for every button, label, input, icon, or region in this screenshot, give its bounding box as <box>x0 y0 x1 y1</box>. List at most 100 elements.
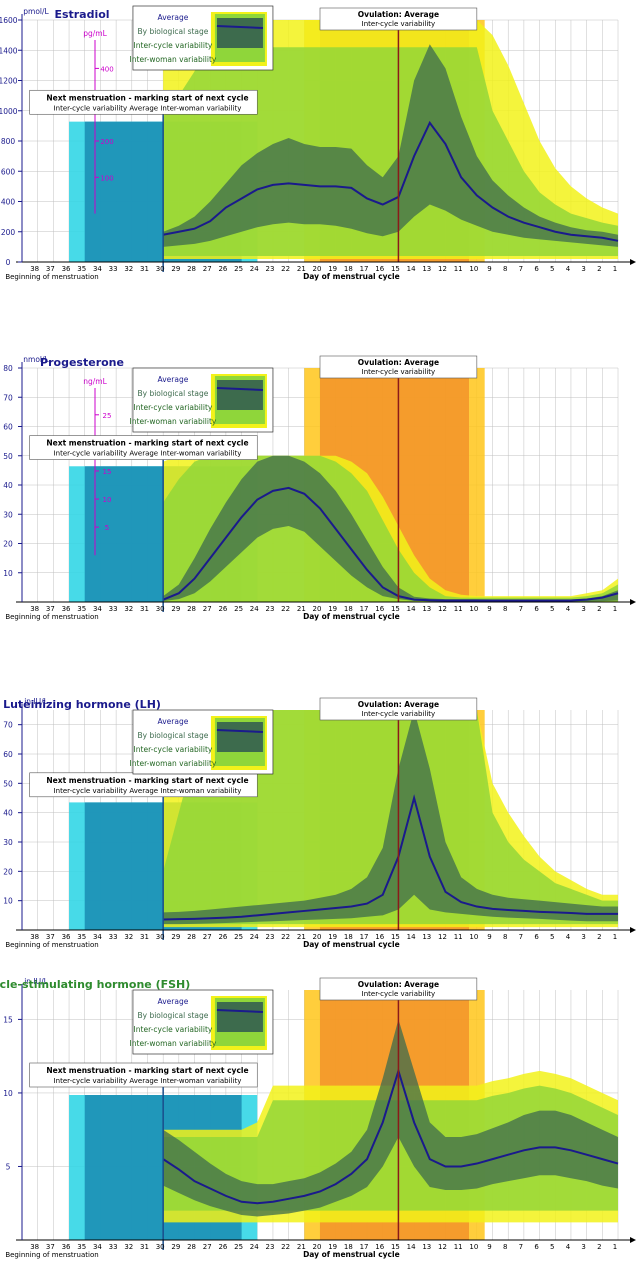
x-tick-label: 36 <box>62 265 71 273</box>
x-tick-label: 23 <box>265 265 274 273</box>
chart-panel-3: 1234567891011121314151617181920212223242… <box>3 697 636 949</box>
y-tick-label: 60 <box>3 423 13 432</box>
beginning-label: Beginning of menstruation <box>5 613 98 621</box>
x-tick-label: 32 <box>124 605 133 613</box>
x-tick-label: 1 <box>613 265 617 273</box>
x-tick-label: 18 <box>344 605 353 613</box>
x-tick-label: 37 <box>46 265 55 273</box>
ovulation-label-box <box>319 697 478 721</box>
x-tick-label: 35 <box>77 265 86 273</box>
x-tick-label: 12 <box>438 1243 447 1251</box>
x-tick-label: 27 <box>203 1243 212 1251</box>
x-tick-label: 9 <box>487 1243 491 1251</box>
legend-label: By biological stage <box>137 389 208 398</box>
x-tick-label: 6 <box>534 933 539 941</box>
x-tick-label: 10 <box>469 605 478 613</box>
x-tick-label: 34 <box>93 933 102 941</box>
x-tick-label: 18 <box>344 933 353 941</box>
ovulation-title: Ovulation: Average <box>358 10 439 19</box>
x-tick-label: 38 <box>30 265 39 273</box>
x-tick-label: 29 <box>171 605 180 613</box>
x-tick-label: 32 <box>124 1243 133 1251</box>
x-tick-label: 30 <box>156 933 165 941</box>
y-tick-label: 40 <box>3 809 13 818</box>
legend-label: Average <box>158 717 189 726</box>
x-tick-label: 30 <box>156 605 165 613</box>
x-tick-label: 17 <box>360 265 369 273</box>
x-tick-label: 21 <box>297 1243 306 1251</box>
x-tick-label: 1 <box>613 605 617 613</box>
x-tick-label: 5 <box>550 933 554 941</box>
ovulation-inter-cycle-label: Inter-cycle variability <box>362 20 436 28</box>
average-line <box>162 120 619 242</box>
x-tick-label: 5 <box>550 1243 554 1251</box>
x-tick-label: 30 <box>156 265 165 273</box>
y-tick-label: 20 <box>3 540 13 549</box>
secondary-tick-label: 15 <box>103 468 112 476</box>
y-tick-label: 70 <box>3 721 13 730</box>
average-line <box>162 1067 619 1205</box>
x-tick-label: 19 <box>328 933 337 941</box>
next-menstruation-title: Next menstruation - marking start of nex… <box>46 439 248 448</box>
x-tick-label: 24 <box>250 1243 259 1251</box>
x-tick-label: 31 <box>140 933 149 941</box>
legend-label: Inter-woman variability <box>130 417 217 426</box>
legend-swatch-average <box>216 729 263 733</box>
x-tick-label: 1 <box>613 1243 617 1251</box>
x-tick-label: 15 <box>391 605 400 613</box>
x-tick-label: 15 <box>391 265 400 273</box>
legend-swatch-biological <box>216 18 263 48</box>
x-tick-label: 19 <box>328 265 337 273</box>
x-tick-label: 13 <box>422 605 431 613</box>
x-tick-label: 37 <box>46 933 55 941</box>
y-tick-label: 60 <box>3 750 13 759</box>
chart-panel-1: 1234567891011121314151617181920212223242… <box>0 5 636 281</box>
x-tick-label: 19 <box>328 1243 337 1251</box>
next-menstruation-variability-labels: Inter-cycle variability Average Inter-wo… <box>54 1077 242 1085</box>
beginning-label: Beginning of menstruation <box>5 273 98 281</box>
x-tick-label: 14 <box>407 933 416 941</box>
x-tick-label: 16 <box>375 933 384 941</box>
x-tick-label: 2 <box>597 265 601 273</box>
x-tick-label: 5 <box>550 265 554 273</box>
x-tick-label: 11 <box>454 605 463 613</box>
legend-label: Inter-woman variability <box>130 1039 217 1048</box>
y-tick-label: 400 <box>1 198 16 207</box>
x-tick-label: 6 <box>534 1243 539 1251</box>
ovulation-label-box <box>319 355 478 379</box>
chart-panel-4: 1234567891011121314151617181920212223242… <box>0 977 636 1259</box>
y-tick-label: 15 <box>3 1015 13 1024</box>
legend-label: Average <box>158 13 189 22</box>
x-tick-label: 16 <box>375 1243 384 1251</box>
x-tick-label: 25 <box>234 265 243 273</box>
beginning-label: Beginning of menstruation <box>5 1251 98 1259</box>
y-tick-label: 600 <box>1 167 16 176</box>
x-tick-label: 29 <box>171 933 180 941</box>
legend-swatch-biological <box>216 722 263 752</box>
x-tick-label: 22 <box>281 1243 290 1251</box>
x-tick-label: 3 <box>581 605 585 613</box>
biological-stage-band <box>163 710 618 925</box>
average-line <box>163 794 618 921</box>
x-axis-arrow <box>630 599 636 605</box>
x-tick-label: 8 <box>503 933 507 941</box>
x-tick-label: 34 <box>93 265 102 273</box>
biological-stage-band <box>163 1019 618 1217</box>
x-tick-label: 8 <box>503 1243 507 1251</box>
y-axis-unit: nmol/L <box>23 355 49 364</box>
secondary-tick-label: 5 <box>105 524 109 532</box>
x-tick-label: 32 <box>124 933 133 941</box>
x-tick-label: 22 <box>281 265 290 273</box>
legend-label: Average <box>158 375 189 384</box>
x-tick-label: 12 <box>438 605 447 613</box>
x-tick-label: 26 <box>218 1243 227 1251</box>
secondary-axis-unit: ng/mL <box>83 377 107 386</box>
x-tick-label: 12 <box>438 933 447 941</box>
legend-label: Inter-cycle variability <box>134 745 213 754</box>
y-tick-label: 1600 <box>0 16 18 25</box>
secondary-axis-unit: pg/mL <box>83 29 107 38</box>
x-tick-label: 29 <box>171 265 180 273</box>
ovulation-title: Ovulation: Average <box>358 980 439 989</box>
x-tick-label: 17 <box>360 1243 369 1251</box>
x-tick-label: 11 <box>454 265 463 273</box>
